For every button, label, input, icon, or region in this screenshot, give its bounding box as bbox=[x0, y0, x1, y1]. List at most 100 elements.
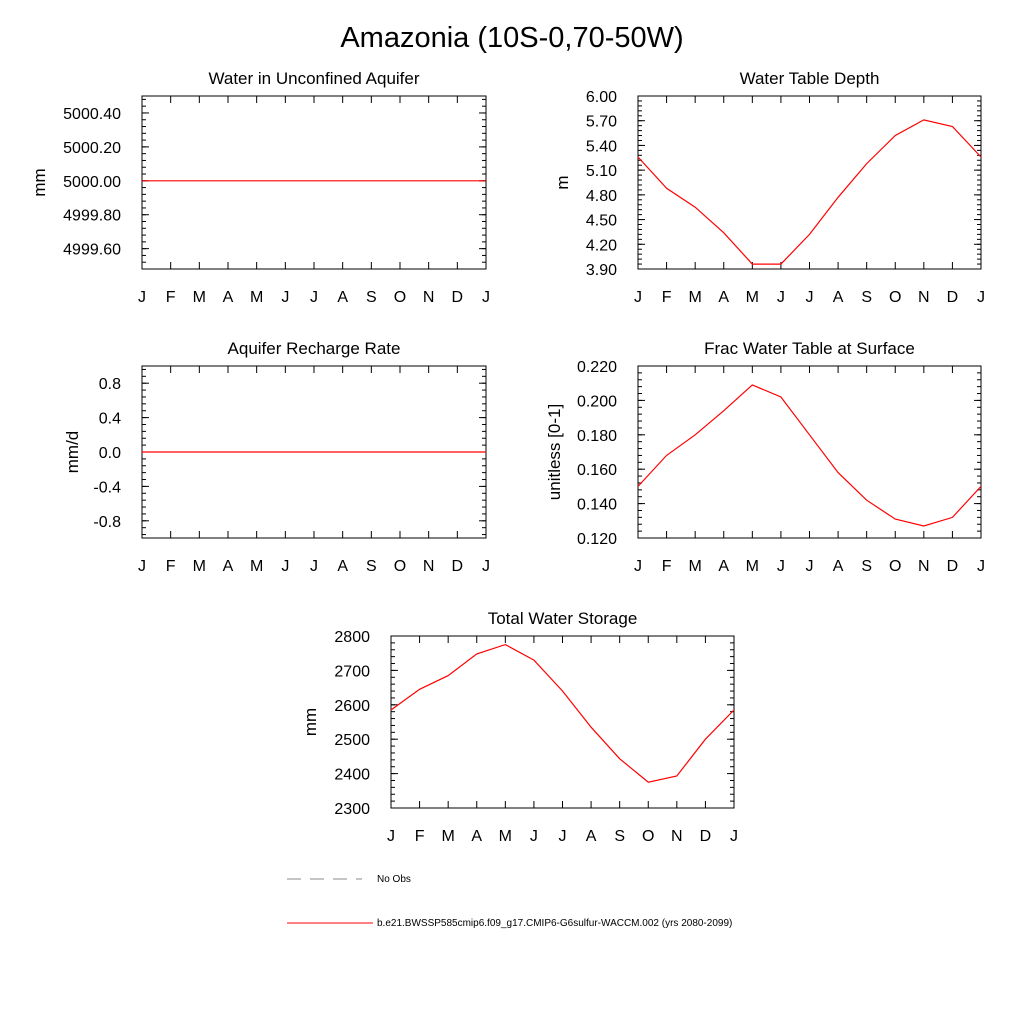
panel-5-xtick-label: F bbox=[415, 828, 425, 845]
panel-5-xtick-label: O bbox=[642, 828, 654, 845]
panel-4-xtick-label: S bbox=[861, 558, 872, 575]
panel-1-xtick-label: A bbox=[337, 289, 348, 306]
panel-1-xtick-label: D bbox=[452, 289, 464, 306]
panel-2-ytick-label: 5.70 bbox=[586, 114, 617, 131]
panel-5-xtick-label: M bbox=[442, 828, 455, 845]
panel-2-xtick-label: J bbox=[977, 289, 985, 306]
panel-5-xtick-label: J bbox=[559, 828, 567, 845]
panel-2-xtick-label: F bbox=[662, 289, 672, 306]
panel-2-xtick-label: A bbox=[833, 289, 844, 306]
panel-5-ytick-label: 2600 bbox=[334, 698, 370, 715]
panel-3-ylabel: mm/d bbox=[63, 431, 82, 474]
panel-1-ytick-label: 5000.20 bbox=[63, 140, 121, 157]
panel-1-xtick-label: F bbox=[166, 289, 176, 306]
panel-5-ytick-label: 2500 bbox=[334, 732, 370, 749]
panel-1-ytick-label: 5000.00 bbox=[63, 174, 121, 191]
panel-2-series-line bbox=[637, 119, 982, 265]
panel-5-xtick-label: N bbox=[671, 828, 683, 845]
panel-1-xtick-label: A bbox=[223, 289, 234, 306]
panel-5-xtick-label: M bbox=[499, 828, 512, 845]
legend-obs-label: No Obs bbox=[377, 874, 411, 885]
panel-1-xtick-label: O bbox=[394, 289, 406, 306]
panel-1-xtick-label: J bbox=[482, 289, 490, 306]
panel-4-xtick-label: O bbox=[889, 558, 901, 575]
panel-4-xtick-label: A bbox=[833, 558, 844, 575]
panel-1-xtick-label: N bbox=[423, 289, 435, 306]
panel-2-ytick-label: 6.00 bbox=[586, 89, 617, 106]
panel-3-ytick-label: 0.4 bbox=[99, 411, 121, 428]
panel-3-ytick-label: 0.0 bbox=[99, 445, 121, 462]
panel-2-xtick-label: M bbox=[746, 289, 759, 306]
panel-2-xtick-label: N bbox=[918, 289, 930, 306]
panel-2-xtick-label: J bbox=[777, 289, 785, 306]
panel-5-xtick-label: J bbox=[530, 828, 538, 845]
panel-1-ytick-label: 4999.80 bbox=[63, 208, 121, 225]
panel-5-ylabel: mm bbox=[301, 708, 320, 736]
panel-2-ytick-label: 3.90 bbox=[586, 262, 617, 279]
panel-5-ytick-label: 2300 bbox=[334, 801, 370, 818]
panel-3-xtick-label: J bbox=[310, 558, 318, 575]
panel-4-title: Frac Water Table at Surface bbox=[704, 339, 915, 358]
panel-4-xtick-label: J bbox=[634, 558, 642, 575]
panel-4-ytick-label: 0.140 bbox=[577, 497, 617, 514]
panel-4-ytick-label: 0.200 bbox=[577, 393, 617, 410]
panel-5-title: Total Water Storage bbox=[488, 609, 638, 628]
panel-1-xtick-label: J bbox=[138, 289, 146, 306]
panel-1-xtick-label: J bbox=[310, 289, 318, 306]
legend-model-label: b.e21.BWSSP585cmip6.f09_g17.CMIP6-G6sulf… bbox=[377, 918, 732, 929]
panel-4-xtick-label: J bbox=[806, 558, 814, 575]
panel-1-xtick-label: J bbox=[281, 289, 289, 306]
panel-5-frame bbox=[390, 635, 735, 809]
panel-4-frame bbox=[637, 365, 982, 539]
panel-3-xtick-label: A bbox=[223, 558, 234, 575]
panel-1-ytick-label: 4999.60 bbox=[63, 242, 121, 259]
panel-4-xtick-label: N bbox=[918, 558, 930, 575]
panel-5-xtick-label: A bbox=[471, 828, 482, 845]
panel-3-xtick-label: D bbox=[452, 558, 464, 575]
panel-1-ylabel: mm bbox=[30, 168, 49, 196]
panel-3-ytick-label: -0.4 bbox=[93, 479, 121, 496]
panel-2-xtick-label: J bbox=[806, 289, 814, 306]
panel-4-ytick-label: 0.180 bbox=[577, 428, 617, 445]
panel-5-xtick-label: D bbox=[700, 828, 712, 845]
panel-3-xtick-label: J bbox=[482, 558, 490, 575]
panel-3-title: Aquifer Recharge Rate bbox=[228, 339, 401, 358]
panel-2-ytick-label: 4.20 bbox=[586, 237, 617, 254]
panel-4-xtick-label: J bbox=[777, 558, 785, 575]
panel-2-xtick-label: D bbox=[947, 289, 959, 306]
panel-3-xtick-label: F bbox=[166, 558, 176, 575]
panel-4-series-line bbox=[637, 384, 982, 527]
panel-5-ytick-label: 2400 bbox=[334, 767, 370, 784]
panel-1-xtick-label: M bbox=[193, 289, 206, 306]
panel-5-ytick-label: 2800 bbox=[334, 629, 370, 646]
panel-1-title: Water in Unconfined Aquifer bbox=[208, 69, 419, 88]
panel-2-xtick-label: A bbox=[718, 289, 729, 306]
panel-3-xtick-label: J bbox=[281, 558, 289, 575]
panel-4-xtick-label: F bbox=[662, 558, 672, 575]
panel-3-ytick-label: 0.8 bbox=[99, 376, 121, 393]
panel-5-ytick-label: 2700 bbox=[334, 663, 370, 680]
panel-4-ylabel: unitless [0-1] bbox=[545, 404, 564, 500]
panel-2-xtick-label: M bbox=[689, 289, 702, 306]
panel-2-title: Water Table Depth bbox=[740, 69, 880, 88]
panel-2-frame bbox=[637, 95, 982, 270]
panel-1-xtick-label: S bbox=[366, 289, 377, 306]
panel-2-ytick-label: 4.80 bbox=[586, 188, 617, 205]
panel-4-xtick-label: M bbox=[746, 558, 759, 575]
panel-5-series-line bbox=[390, 643, 735, 783]
panel-4-ytick-label: 0.220 bbox=[577, 359, 617, 376]
panel-3-xtick-label: M bbox=[193, 558, 206, 575]
panel-3-xtick-label: N bbox=[423, 558, 435, 575]
panel-3-xtick-label: A bbox=[337, 558, 348, 575]
panel-2-ytick-label: 5.40 bbox=[586, 138, 617, 155]
panel-4-xtick-label: A bbox=[718, 558, 729, 575]
main-title: Amazonia (10S-0,70-50W) bbox=[340, 22, 684, 54]
panel-5-xtick-label: J bbox=[387, 828, 395, 845]
panel-3-xtick-label: M bbox=[250, 558, 263, 575]
panel-4-ytick-label: 0.160 bbox=[577, 462, 617, 479]
panel-4-xtick-label: J bbox=[977, 558, 985, 575]
panel-5-xtick-label: J bbox=[730, 828, 738, 845]
panel-1-xtick-label: M bbox=[250, 289, 263, 306]
panel-5-xtick-label: S bbox=[614, 828, 625, 845]
